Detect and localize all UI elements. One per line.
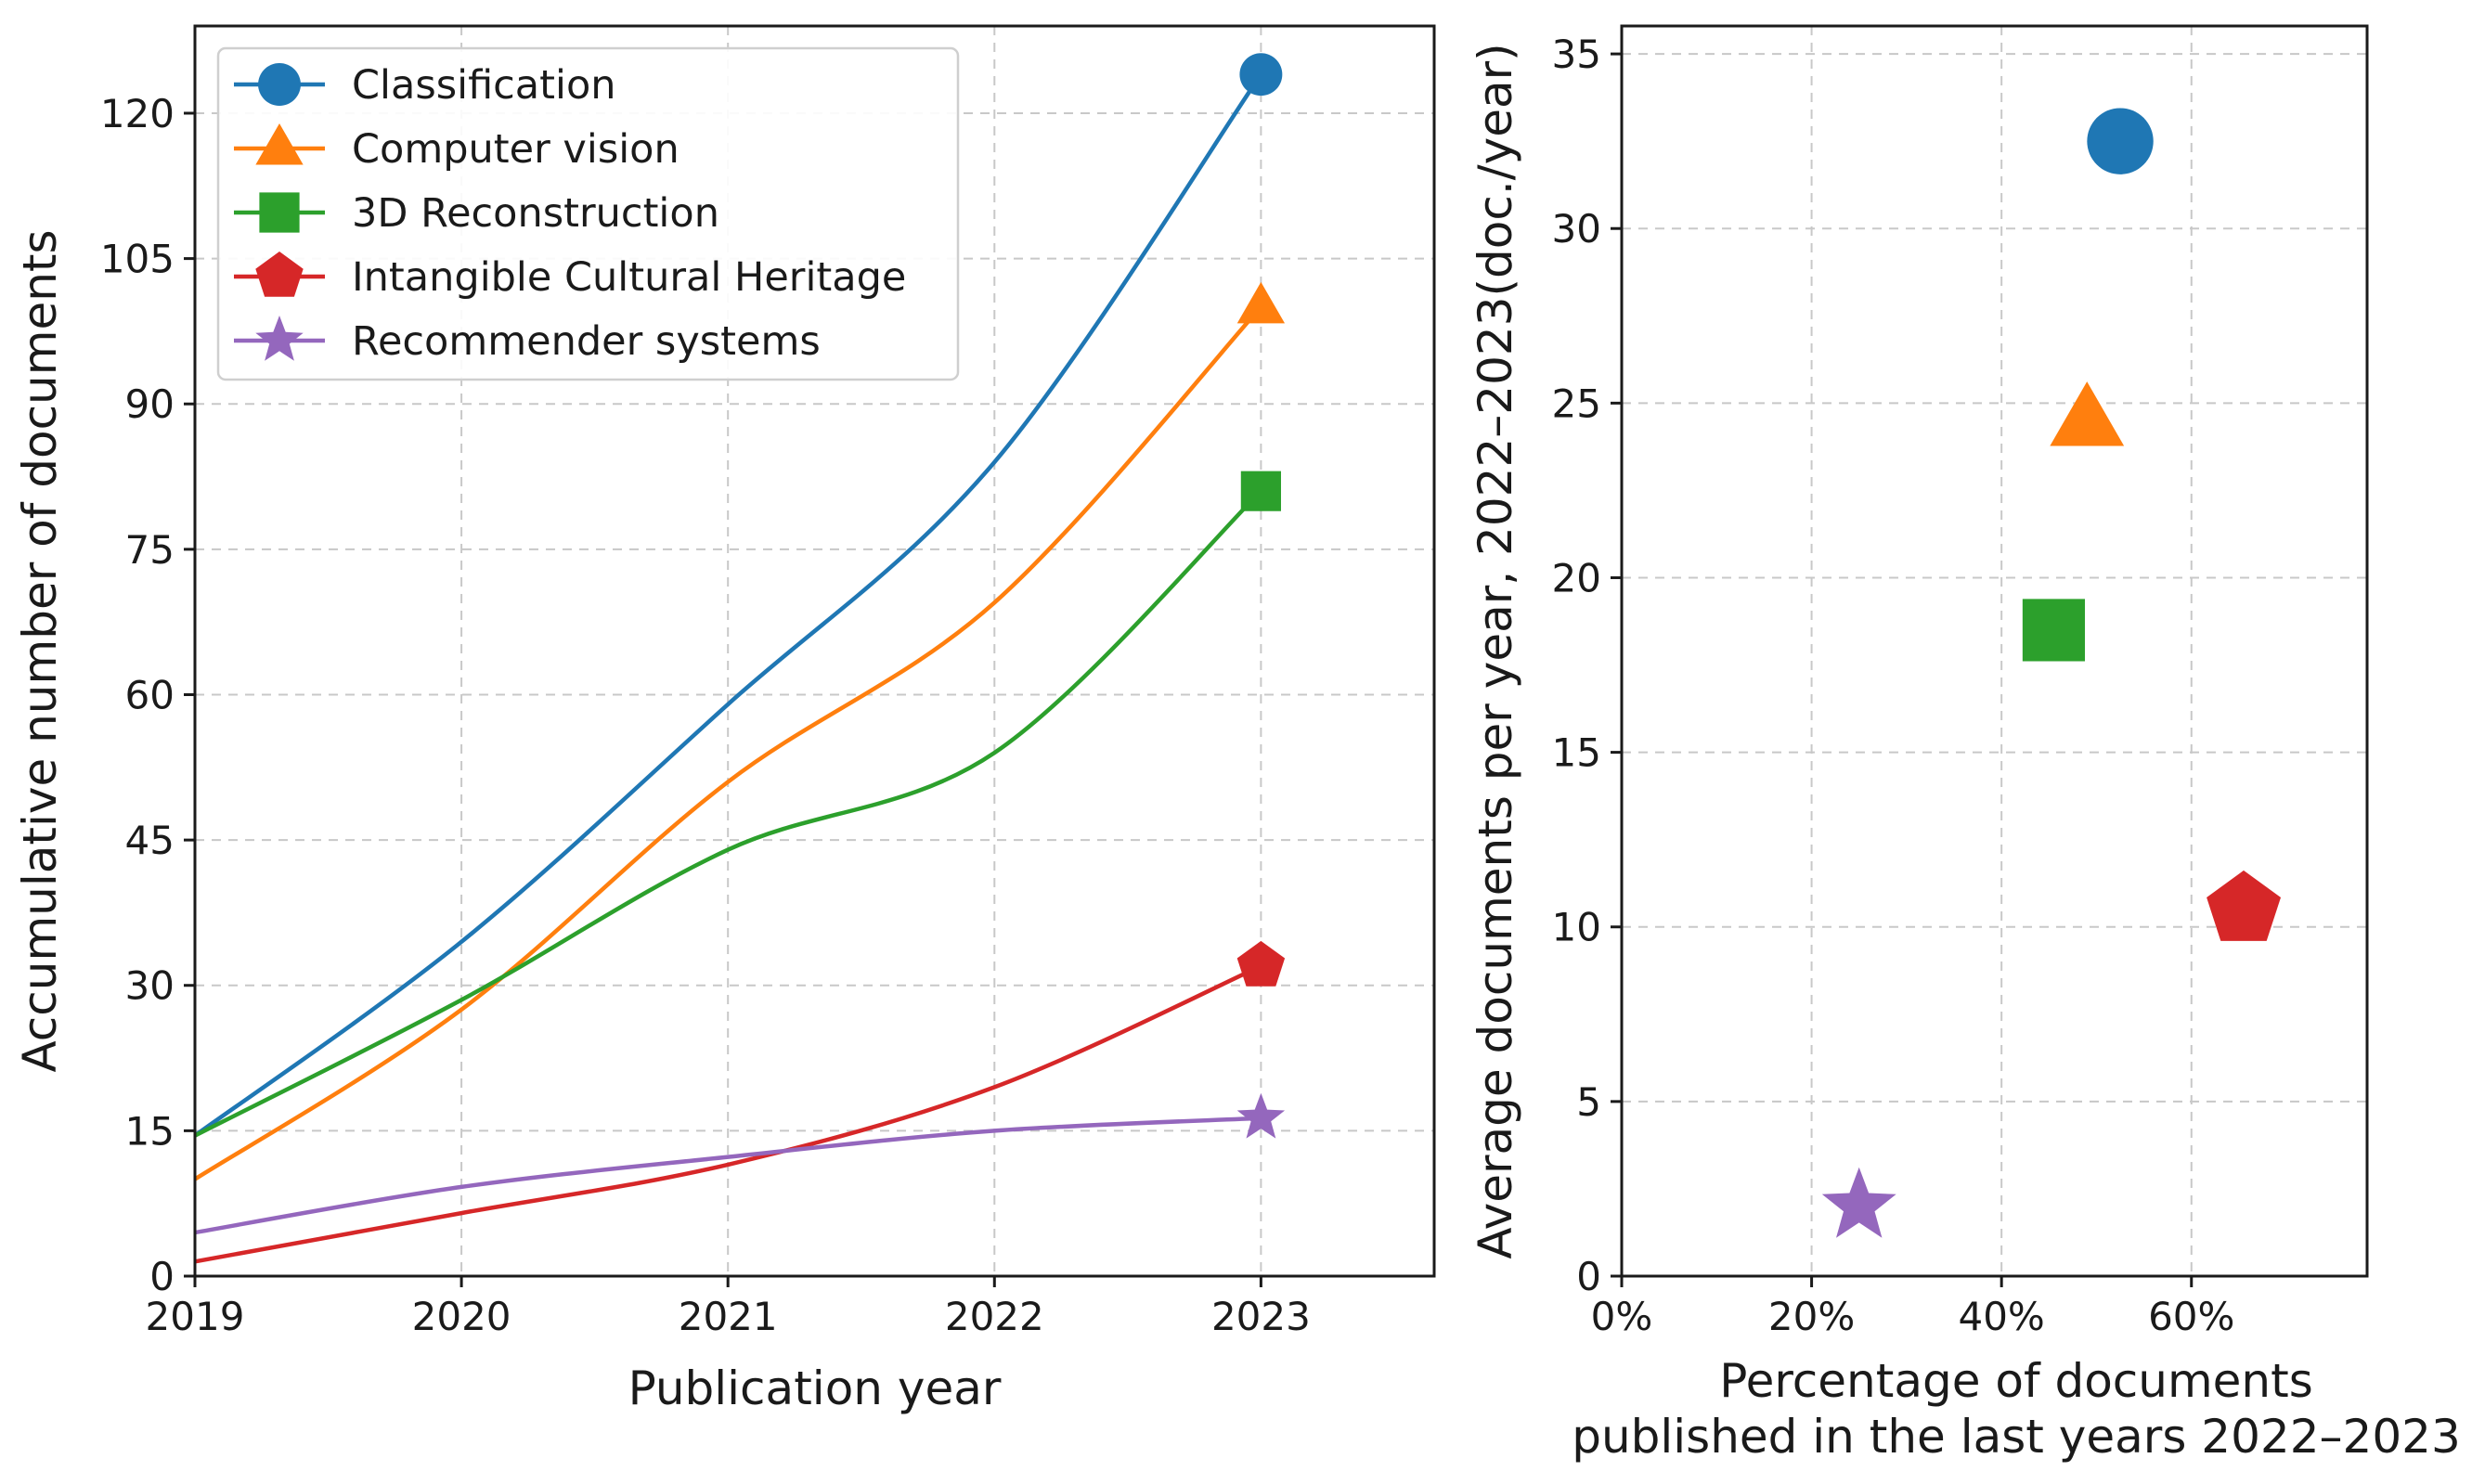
x-tick-label: 2023 xyxy=(1211,1294,1311,1339)
x-axis-label: Percentage of documents published in the … xyxy=(1572,1354,2461,1464)
y-tick-label: 5 xyxy=(1576,1079,1601,1125)
x-tick-label: 40% xyxy=(1958,1294,2044,1339)
scatter-point-computer-vision xyxy=(2050,381,2125,446)
series-marker-3d-reconstruction xyxy=(1240,471,1281,511)
legend-label: 3D Reconstruction xyxy=(352,190,719,237)
y-tick-label: 45 xyxy=(125,818,175,863)
series-line-computer-vision xyxy=(193,305,1263,1181)
legend: Classification Computer vision 3D Reconstr… xyxy=(216,46,960,381)
x-axis-label: Publication year xyxy=(628,1361,1002,1415)
x-tick-label: 2020 xyxy=(412,1294,511,1339)
legend-item-computer-vision: Computer vision xyxy=(234,123,679,173)
series-marker-intangible-cultural-heritage xyxy=(1236,940,1286,987)
legend-marker-circle xyxy=(258,63,301,106)
y-tick-label: 20 xyxy=(1552,555,1601,600)
legend-label: Classification xyxy=(352,62,616,109)
legend-marker-square xyxy=(259,192,300,233)
series-marker-computer-vision xyxy=(1236,281,1286,324)
y-axis-label: Average documents per year, 2022–2023(do… xyxy=(1469,43,1522,1258)
series-marker-recommender-systems xyxy=(1236,1092,1286,1139)
y-axis-label: Accumulative number of documents xyxy=(13,229,67,1072)
y-tick-label: 25 xyxy=(1552,381,1601,426)
y-tick-label: 10 xyxy=(1552,905,1601,950)
scatter-point-recommender-systems xyxy=(1821,1167,1896,1238)
y-tick-label: 60 xyxy=(125,672,175,717)
legend-item-3d-reconstruction: 3D Reconstruction xyxy=(234,190,719,237)
y-tick-label: 30 xyxy=(1552,206,1601,252)
series-line-intangible-cultural-heritage xyxy=(194,963,1262,1264)
plot-frame xyxy=(193,24,1436,1278)
y-tick-label: 0 xyxy=(149,1254,175,1299)
x-tick-label: 60% xyxy=(2148,1294,2234,1339)
series-line-classification xyxy=(193,72,1263,1138)
scatter-point-3d-reconstruction xyxy=(2022,599,2086,662)
legend-item-recommender-systems: Recommender systems xyxy=(234,316,821,365)
y-tick-label: 35 xyxy=(1552,32,1601,77)
y-tick-label: 0 xyxy=(1576,1254,1601,1299)
legend-label: Recommender systems xyxy=(352,318,821,365)
x-axis-label-line-2: published in the last years 2022–2023 xyxy=(1572,1410,2461,1464)
y-tick-label: 15 xyxy=(125,1108,175,1154)
x-tick-label: 0% xyxy=(1591,1294,1653,1339)
legend-label: Intangible Cultural Heritage xyxy=(352,254,906,301)
x-tick-label: 2021 xyxy=(679,1294,778,1339)
legend-marker-pentagon xyxy=(255,252,304,297)
x-tick-label: 20% xyxy=(1768,1294,1855,1339)
line-chart-accumulative-documents: 2019 2020 2021 2022 2023 0 15 30 45 60 75 90 105 120 P… xyxy=(13,24,1436,1415)
y-tick-label: 105 xyxy=(100,237,175,282)
legend-item-intangible-cultural-heritage: Intangible Cultural Heritage xyxy=(234,252,906,301)
series-line-recommender-systems xyxy=(194,1116,1262,1235)
x-axis-label-line-1: Percentage of documents xyxy=(1719,1354,2313,1408)
legend-label: Computer vision xyxy=(352,126,679,173)
y-tick-label: 90 xyxy=(125,381,175,427)
y-tick-label: 75 xyxy=(125,527,175,573)
y-tick-label: 15 xyxy=(1552,730,1601,776)
plot-frame xyxy=(1620,24,2369,1278)
scatter-point-classification xyxy=(2087,108,2154,174)
legend-marker-triangle xyxy=(255,123,304,165)
legend-marker-star xyxy=(255,316,304,361)
series-line-3d-reconstruction xyxy=(193,489,1262,1138)
scatter-chart-average-documents: 0% 20% 40% 60% 0 5 10 15 20 25 30 35 Percentage of d… xyxy=(1469,24,2461,1464)
legend-item-classification: Classification xyxy=(234,62,616,109)
y-tick-label: 120 xyxy=(100,91,175,136)
y-tick-label: 30 xyxy=(125,963,175,1009)
legend-box xyxy=(216,46,960,381)
x-tick-label: 2022 xyxy=(945,1294,1044,1339)
scatter-point-intangible-cultural-heritage xyxy=(2207,870,2281,941)
series-marker-classification xyxy=(1239,53,1283,97)
x-tick-label: 2019 xyxy=(146,1294,245,1339)
